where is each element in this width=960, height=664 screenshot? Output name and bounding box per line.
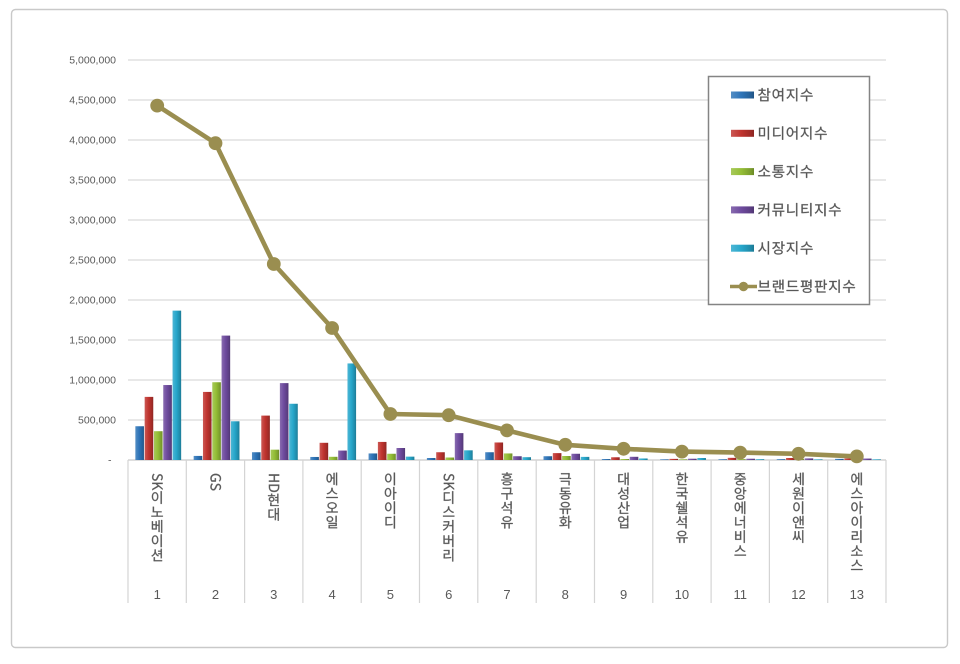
- svg-text:1,500,000: 1,500,000: [69, 335, 116, 347]
- svg-text:3,500,000: 3,500,000: [69, 175, 116, 187]
- svg-text:11: 11: [733, 587, 747, 602]
- svg-text:3: 3: [270, 587, 277, 602]
- svg-text:2,500,000: 2,500,000: [69, 255, 116, 267]
- svg-text:1,000,000: 1,000,000: [69, 375, 116, 387]
- svg-text:-: -: [108, 455, 112, 467]
- svg-text:12: 12: [791, 587, 805, 602]
- svg-text:5: 5: [387, 587, 394, 602]
- svg-text:1: 1: [154, 587, 161, 602]
- svg-text:5,000,000: 5,000,000: [69, 55, 116, 67]
- svg-text:6: 6: [445, 587, 452, 602]
- svg-text:4,000,000: 4,000,000: [69, 135, 116, 147]
- svg-text:4: 4: [328, 587, 335, 602]
- svg-text:3,000,000: 3,000,000: [69, 215, 116, 227]
- svg-text:2: 2: [212, 587, 219, 602]
- svg-text:8: 8: [562, 587, 569, 602]
- svg-text:2,000,000: 2,000,000: [69, 295, 116, 307]
- svg-text:10: 10: [675, 587, 689, 602]
- svg-text:4,500,000: 4,500,000: [69, 95, 116, 107]
- svg-text:9: 9: [620, 587, 627, 602]
- svg-text:500,000: 500,000: [78, 415, 116, 427]
- svg-text:7: 7: [503, 587, 510, 602]
- svg-text:13: 13: [850, 587, 864, 602]
